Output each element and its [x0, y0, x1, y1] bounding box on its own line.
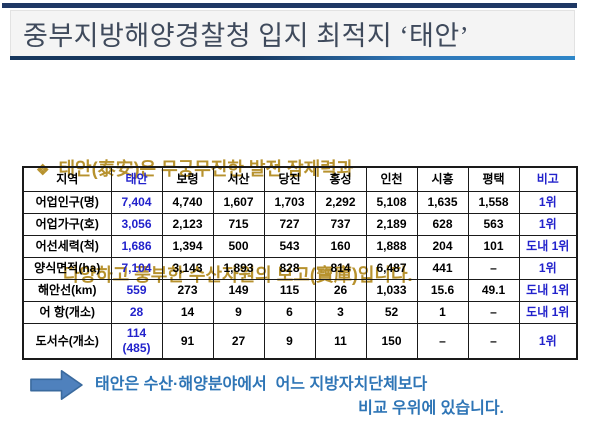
table-row: 도서수(개소) 114 (485) 91 27 9 11 150– –1위 — [22, 323, 578, 360]
table-cell: – — [416, 323, 469, 360]
table-cell: 828 — [263, 257, 316, 280]
row-label-cell: 어선세력(척) — [22, 235, 112, 258]
column-header: 지역 — [22, 166, 112, 192]
table-cell: 14 — [161, 301, 214, 324]
column-header: 서산 — [212, 166, 265, 192]
row-label-cell: 해안선(km) — [22, 279, 112, 302]
column-header: 보령 — [161, 166, 214, 192]
table-body: 어업인구(명) 7,404 4,740 1,607 1,703 2,292 5,108 1,6… — [22, 191, 578, 360]
table-cell: 737 — [314, 213, 367, 236]
table-cell: 1,703 — [263, 191, 316, 214]
table-cell: 49.1 — [467, 279, 520, 302]
table-row: 해안선(km) 559 273 149 115 26 1,033 15.6 49.1 도내 1위 — [22, 279, 578, 302]
table-cell: – — [467, 257, 520, 280]
column-header: 인천 — [365, 166, 418, 192]
table-cell: 563 — [467, 213, 520, 236]
table-cell: 160 — [314, 235, 367, 258]
column-header: 평택 — [467, 166, 520, 192]
table-cell: 441 — [416, 257, 469, 280]
table-cell: 114 (485) — [110, 323, 163, 360]
table-cell: 5,108 — [365, 191, 418, 214]
table-cell: 3,056 — [110, 213, 163, 236]
row-label-cell: 어 항(개소) — [22, 301, 112, 324]
table-cell: 1,893 — [212, 257, 265, 280]
title-band: 중부지방해양경찰청 입지 최적지 ‘태안’ — [10, 10, 575, 56]
title-underline-gradient — [10, 56, 575, 60]
table-cell: 273 — [161, 279, 214, 302]
remark-cell: 1위 — [518, 213, 578, 236]
table-cell: – — [467, 323, 520, 360]
remark-cell: 1위 — [518, 191, 578, 214]
table-cell: 2,123 — [161, 213, 214, 236]
table-cell: 52 — [365, 301, 418, 324]
table-row: 양식면적(ha) 7,104 3,143 1,893 828 814 6,487 441–1위 — [22, 257, 578, 280]
table-cell: 26 — [314, 279, 367, 302]
table-cell: 7,404 — [110, 191, 163, 214]
table-row: 어업인구(명) 7,404 4,740 1,607 1,703 2,292 5,108 1,6… — [22, 191, 578, 214]
table-cell: 1,558 — [467, 191, 520, 214]
table-cell: 9 — [263, 323, 316, 360]
table-cell: 7,104 — [110, 257, 163, 280]
table-cell: 28 — [110, 301, 163, 324]
table-cell: 6,487 — [365, 257, 418, 280]
table-cell: 6 — [263, 301, 316, 324]
table-cell: 9 — [212, 301, 265, 324]
column-header: 비고 — [518, 166, 578, 192]
table-cell: 3 — [314, 301, 367, 324]
remark-cell: 1위 — [518, 257, 578, 280]
row-label-cell: 양식면적(ha) — [22, 257, 112, 280]
table-row: 지역 태안 보령 서산 당진 홍성 인천 시흥 평택 비고 — [22, 166, 578, 192]
column-header: 당진 — [263, 166, 316, 192]
table-cell: 1,686 — [110, 235, 163, 258]
table-cell: 91 — [161, 323, 214, 360]
table-cell: 2,292 — [314, 191, 367, 214]
table-cell: 150 — [365, 323, 418, 360]
table-cell: 11 — [314, 323, 367, 360]
remark-cell: 도내 1위 — [518, 279, 578, 302]
table-cell: 101 — [467, 235, 520, 258]
column-header: 홍성 — [314, 166, 367, 192]
table-header-row: 지역 태안 보령 서산 당진 홍성 인천 시흥 평택 비고 — [22, 166, 578, 192]
table-cell: 149 — [212, 279, 265, 302]
row-label-cell: 어업가구(호) — [22, 213, 112, 236]
table-cell: 727 — [263, 213, 316, 236]
table-cell: – — [467, 301, 520, 324]
table-row: 어선세력(척) 1,686 1,394 500 543 160 1,888 204 101 도내 … — [22, 235, 578, 258]
table-cell: 1,394 — [161, 235, 214, 258]
right-block-arrow-icon — [30, 370, 83, 400]
comparison-table: 지역 태안 보령 서산 당진 홍성 인천 시흥 평택 비고 어업인구(명) 7,404 4,740 1,… — [22, 166, 578, 360]
table-cell: 500 — [212, 235, 265, 258]
page-title: 중부지방해양경찰청 입지 최적지 ‘태안’ — [23, 21, 470, 51]
column-header: 시흥 — [416, 166, 469, 192]
top-accent-bar — [2, 3, 577, 8]
table-cell: 115 — [263, 279, 316, 302]
row-label-cell: 도서수(개소) — [22, 323, 112, 360]
table-cell: 1,888 — [365, 235, 418, 258]
table-cell: 1,635 — [416, 191, 469, 214]
conclusion-line-2: 비교 우위에 있습니다. — [358, 400, 504, 417]
table-cell: 814 — [314, 257, 367, 280]
row-label-cell: 어업인구(명) — [22, 191, 112, 214]
table-cell: 1 — [416, 301, 469, 324]
table-cell: 715 — [212, 213, 265, 236]
remark-cell: 도내 1위 — [518, 235, 578, 258]
table-cell: 2,189 — [365, 213, 418, 236]
column-header: 태안 — [110, 166, 163, 192]
table-cell: 628 — [416, 213, 469, 236]
table-cell: 15.6 — [416, 279, 469, 302]
remark-cell: 1위 — [518, 323, 578, 360]
table-cell: 1,607 — [212, 191, 265, 214]
conclusion-line-1: 태안은 수산·해양분야에서 어느 지방자치단체보다 — [95, 376, 428, 393]
table-row: 어업가구(호) 3,056 2,123 715 727 737 2,189 628 563 1위 — [22, 213, 578, 236]
remark-cell: 도내 1위 — [518, 301, 578, 324]
table-cell: 559 — [110, 279, 163, 302]
table-cell: 204 — [416, 235, 469, 258]
table-row: 어 항(개소) 28 14 9 6 3 52 1– 도내 1위 — [22, 301, 578, 324]
table-cell: 27 — [212, 323, 265, 360]
table-cell: 543 — [263, 235, 316, 258]
table-cell: 1,033 — [365, 279, 418, 302]
table-cell: 4,740 — [161, 191, 214, 214]
table-cell: 3,143 — [161, 257, 214, 280]
